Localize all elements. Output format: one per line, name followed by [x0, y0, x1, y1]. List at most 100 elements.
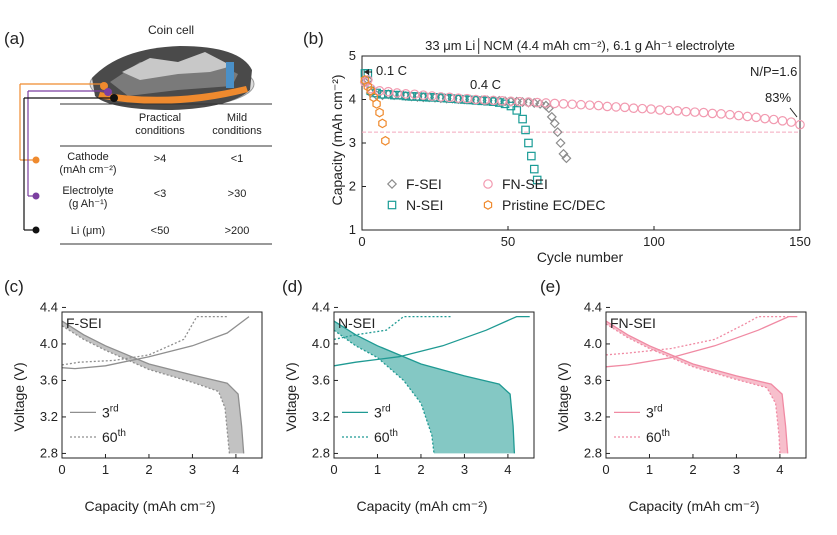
data-point — [363, 75, 373, 85]
x-tick-label: 3 — [461, 462, 468, 477]
legend-label-3rd: 3rd — [646, 403, 663, 420]
data-point — [786, 117, 797, 127]
y-tick-label: 4 — [349, 92, 356, 107]
y-tick-label: 3.6 — [584, 372, 602, 387]
x-tick-label: 1 — [374, 462, 381, 477]
data-point — [500, 99, 510, 109]
discharge-60th-curve — [61, 325, 231, 454]
panel-b: (b) 33 μm Li│NCM (4.4 mAh cm⁻²), 6.1 g A… — [303, 29, 811, 265]
data-point — [424, 93, 434, 102]
data-point — [549, 98, 560, 109]
series-pristine-ec-dec — [360, 75, 390, 146]
y-tick-label: 4.4 — [584, 299, 602, 314]
y-tick-label: 2 — [349, 179, 356, 194]
panel-b-label: (b) — [303, 29, 324, 48]
legend-pristine: Pristine EC/DEC — [502, 197, 605, 213]
data-point — [413, 92, 422, 101]
y-tick-label: 4.0 — [40, 336, 58, 351]
y-tick-label: 3.2 — [584, 409, 602, 424]
panel-d-ylabel: Voltage (V) — [283, 362, 299, 431]
data-point — [733, 110, 744, 121]
x-tick-label: 0 — [330, 462, 337, 477]
annotation-np: N/P=1.6 — [750, 64, 797, 79]
data-point — [795, 119, 805, 130]
data-point — [483, 96, 492, 106]
data-point — [524, 138, 533, 148]
data-point — [521, 125, 530, 135]
series-f-sei — [359, 74, 572, 164]
coin-cell-illustration — [89, 46, 255, 110]
capacity-fade-region — [606, 321, 788, 454]
x-tick-label: 0 — [58, 462, 65, 477]
data-point — [690, 107, 700, 117]
data-point — [378, 118, 387, 129]
data-point — [549, 118, 560, 129]
data-point — [375, 107, 384, 118]
conditions-table: Practical conditions Mild conditions Cat… — [59, 103, 272, 245]
data-point — [760, 113, 770, 124]
data-point — [512, 106, 522, 115]
data-point — [561, 153, 572, 164]
annotation-retention: 83% — [765, 90, 791, 105]
legend-marker — [483, 200, 493, 210]
panel-c-plot: 0 1 2 3 4 2.8 3.2 3.6 4.0 4.4 3rd 60th — [40, 299, 263, 477]
data-point — [751, 112, 761, 123]
x-tick-label: 3 — [189, 462, 196, 477]
charge-3rd-curve — [61, 316, 250, 370]
data-point — [602, 101, 613, 112]
row-cathode-name: Cathode — [67, 151, 109, 163]
panel-a-label: (a) — [4, 29, 25, 48]
row-li-name: Li (μm) — [71, 225, 105, 237]
data-point — [567, 99, 578, 110]
data-point — [395, 90, 405, 100]
data-point — [576, 99, 586, 110]
data-point — [655, 105, 665, 115]
data-point — [558, 99, 569, 109]
data-point — [698, 107, 709, 118]
data-point — [777, 116, 788, 126]
data-point — [378, 89, 387, 99]
data-point — [448, 94, 457, 103]
data-point — [518, 114, 527, 124]
legend-label-60th: 60th — [646, 428, 670, 445]
data-point — [742, 111, 753, 122]
data-point — [506, 101, 516, 111]
panel-e-xlabel: Capacity (mAh cm⁻²) — [628, 498, 759, 514]
data-point — [611, 102, 621, 112]
data-point — [372, 99, 381, 109]
legend-marker — [386, 178, 398, 190]
x-tick-label: 4 — [232, 462, 239, 477]
panel-e-label: (e) — [540, 277, 561, 296]
panel-e: (e) 0 1 2 3 4 2.8 3.2 3.6 4.0 4.4 3rd 60th Capacity… — [540, 277, 807, 514]
capacity-fade-region — [334, 321, 515, 454]
row-electrolyte-practical: <3 — [154, 188, 167, 200]
row-electrolyte-unit: (g Ah⁻¹) — [69, 198, 108, 210]
y-tick-label: 2.8 — [312, 445, 330, 460]
y-tick-label: 3.6 — [312, 372, 330, 387]
data-point — [546, 111, 557, 122]
data-point — [707, 108, 718, 119]
legend-n-sei: N-SEI — [406, 197, 443, 213]
data-point — [725, 109, 735, 120]
data-point — [532, 175, 542, 185]
y-tick-label: 5 — [349, 48, 356, 63]
data-point — [628, 103, 639, 113]
panel-e-plot: 0 1 2 3 4 2.8 3.2 3.6 4.0 4.4 3rd 60th — [584, 299, 807, 477]
x-tick-label: 2 — [417, 462, 424, 477]
data-point — [768, 114, 779, 125]
y-tick-label: 2.8 — [584, 445, 602, 460]
row-li-practical: <50 — [151, 225, 170, 237]
plot-frame — [333, 311, 535, 459]
panel-d-xlabel: Capacity (mAh cm⁻²) — [356, 498, 487, 514]
discharge-60th-curve — [605, 323, 781, 454]
legend-label-3rd: 3rd — [102, 403, 119, 420]
panel-c: (c) 0 1 2 3 4 2.8 3.2 3.6 4.0 4.4 3rd 60th Capacity… — [4, 277, 263, 514]
panel-c-series-label: F-SEI — [66, 315, 102, 331]
row-electrolyte-name: Electrolyte — [62, 185, 113, 197]
data-point — [529, 164, 539, 174]
x-tick-label: 2 — [689, 462, 696, 477]
data-point — [494, 98, 504, 107]
y-tick-label: 3.6 — [40, 372, 58, 387]
data-point — [584, 100, 595, 110]
